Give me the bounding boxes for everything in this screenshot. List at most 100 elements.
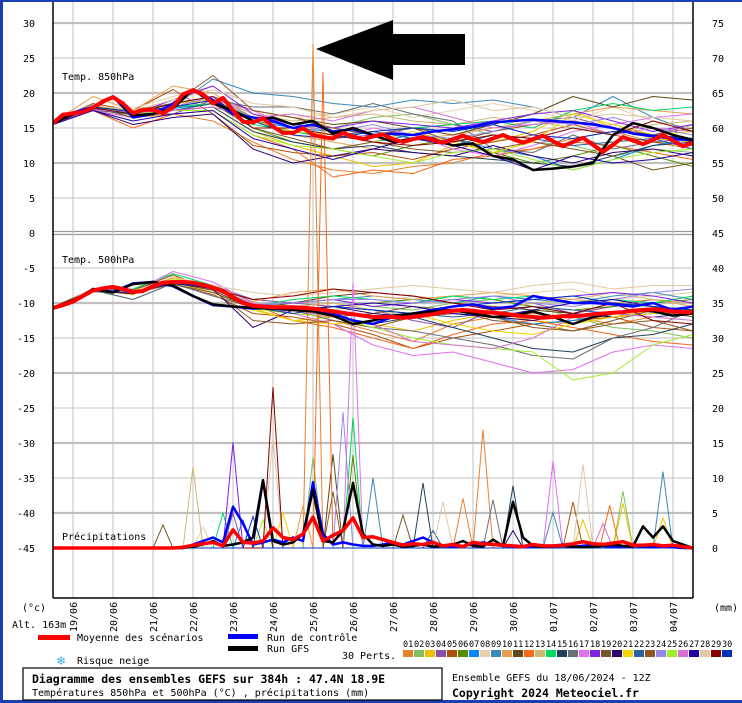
precip-pert-line-3 [63, 503, 693, 549]
precip-pert-line-14 [63, 417, 693, 549]
left-tick-label: 30 [23, 19, 35, 30]
chart-title: Diagramme des ensembles GEFS sur 384h : … [32, 672, 385, 686]
right-tick-label: 35 [712, 299, 724, 310]
pert-number-label: 19 [601, 640, 611, 650]
page-border-left [0, 0, 3, 703]
pert-color-swatch [546, 650, 556, 657]
left-tick-label: 5 [29, 194, 35, 205]
precip-pert-line-18 [63, 442, 693, 549]
precip-pert-line-9 [63, 471, 693, 549]
pert-color-swatch [634, 650, 644, 657]
label-precipitations: Précipitations [62, 531, 146, 543]
pert-number-label: 01 [403, 640, 413, 650]
legend-gfs-swatch [228, 646, 258, 651]
t850-pert-line-28 [53, 89, 693, 124]
left-tick-label: 0 [29, 229, 35, 240]
pert-color-swatch [403, 650, 413, 657]
pert-color-swatch [524, 650, 534, 657]
pert-color-swatch [689, 650, 699, 657]
pert-number-label: 22 [634, 640, 644, 650]
precip-pert-line-24 [63, 412, 693, 549]
pert-color-swatch [535, 650, 545, 657]
legend-control-label: Run de contrôle [267, 632, 357, 644]
pert-color-swatch [700, 650, 710, 657]
t850-pert-line-12 [53, 110, 693, 178]
pert-color-swatch [513, 650, 523, 657]
date-tick-label: 21/06 [149, 602, 160, 632]
precip-mean-line [53, 515, 693, 550]
right-tick-label: 10 [712, 474, 724, 485]
t500-mean-line [53, 280, 693, 320]
pert-color-swatch [458, 650, 468, 657]
pert-number-label: 14 [546, 640, 556, 650]
date-tick-label: 01/07 [549, 602, 560, 632]
pert-color-swatch [667, 650, 677, 657]
pert-number-label: 11 [513, 640, 523, 650]
left-tick-label: -10 [17, 299, 35, 310]
pert-color-swatch [447, 650, 457, 657]
date-tick-label: 24/06 [269, 602, 280, 632]
pert-color-swatch [612, 650, 622, 657]
date-tick-label: 27/06 [389, 602, 400, 632]
run-lines [53, 88, 693, 550]
pert-color-swatch [425, 650, 435, 657]
left-tick-label: 15 [23, 124, 35, 135]
pert-color-swatch [601, 650, 611, 657]
pert-number-label: 13 [535, 640, 545, 650]
left-tick-label: -5 [23, 264, 35, 275]
pert-color-swatch [579, 650, 589, 657]
pert-color-swatch [491, 650, 501, 657]
pert-number-label: 23 [645, 640, 655, 650]
left-tick-label: -30 [17, 439, 35, 450]
pert-number-label: 02 [414, 640, 424, 650]
pert-color-swatch [656, 650, 666, 657]
t850-mean-line [53, 88, 693, 154]
legend-control-swatch [228, 634, 258, 639]
right-tick-label: 5 [712, 509, 718, 520]
pert-number-label: 12 [524, 640, 534, 650]
snowflake-icon: ❄ [56, 654, 66, 668]
precip-pert-line-28 [63, 436, 693, 549]
title-box [22, 667, 443, 701]
pert-color-swatch [436, 650, 446, 657]
pert-color-swatch [469, 650, 479, 657]
pert-number-label: 08 [480, 640, 490, 650]
t850-pert-line-4 [53, 99, 693, 139]
left-tick-label: -40 [17, 509, 35, 520]
pert-number-label: 20 [612, 640, 622, 650]
label-temp-500: Temp. 500hPa [62, 255, 134, 266]
page-border-top [0, 0, 742, 2]
left-unit-label: (°c) [22, 603, 46, 614]
t850-pert-line-30 [53, 99, 693, 139]
precip-pert-line-5 [63, 501, 693, 549]
pert-number-label: 04 [436, 640, 446, 650]
date-tick-label: 26/06 [349, 602, 360, 632]
precip-pert-line-29 [63, 386, 693, 549]
perturbation-swatches: 01 02 03 04 05 06 07 08 09 10 11 12 13 14 15 16 17 18 19 20… [403, 640, 732, 657]
tick-labels: 302520151050-5-10-15-20-25-30-35-40-4575… [17, 19, 724, 632]
legend-gfs-label: Run GFS [267, 644, 309, 655]
date-tick-label: 03/07 [629, 602, 640, 632]
pert-number-label: 10 [502, 640, 512, 650]
right-tick-label: 50 [712, 194, 724, 205]
chart-subtitle: Températures 850hPa et 500hPa (°C) , pré… [32, 687, 369, 699]
perturbation-lines [53, 43, 693, 549]
left-tick-label: 20 [23, 89, 35, 100]
pert-number-label: 15 [557, 640, 567, 650]
left-tick-label: 25 [23, 54, 35, 65]
legend-snow-label: Risque neige [77, 656, 149, 667]
pert-number-label: 27 [689, 640, 699, 650]
right-tick-label: 20 [712, 404, 724, 415]
pert-number-label: 17 [579, 640, 589, 650]
left-tick-label: -25 [17, 404, 35, 415]
legend: Moyenne des scénarios Run de contrôle Ru… [38, 632, 732, 668]
pert-color-swatch [568, 650, 578, 657]
date-tick-label: 28/06 [429, 602, 440, 632]
pert-number-label: 09 [491, 640, 501, 650]
legend-mean-label: Moyenne des scénarios [77, 632, 203, 644]
right-tick-label: 70 [712, 54, 724, 65]
pert-number-label: 24 [656, 640, 666, 650]
t500-pert-line-2 [53, 282, 693, 339]
left-tick-label: -20 [17, 369, 35, 380]
